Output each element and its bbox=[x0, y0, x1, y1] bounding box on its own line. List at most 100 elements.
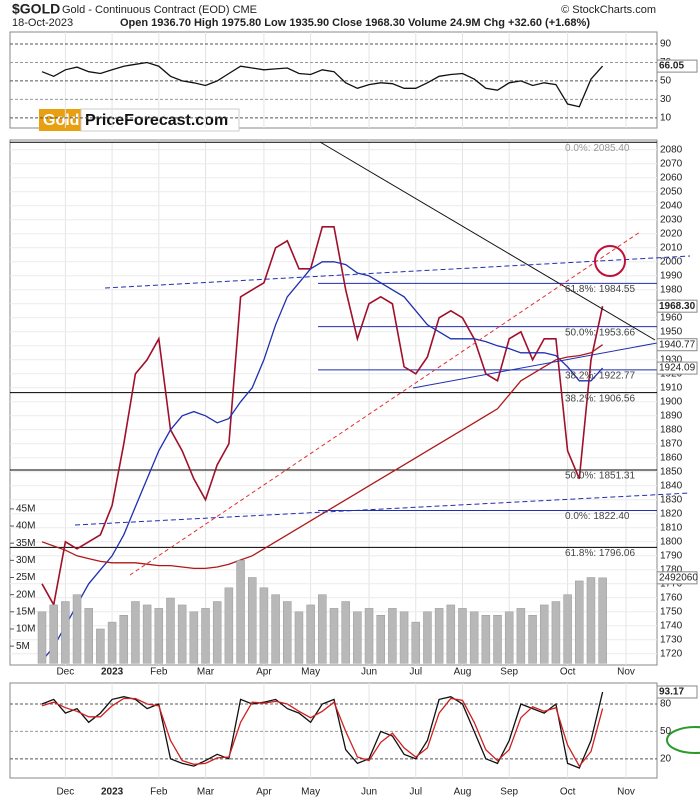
volume-bar bbox=[586, 577, 596, 664]
x-tick-label: 2023 bbox=[101, 787, 124, 798]
y-tick-label: 2010 bbox=[660, 242, 683, 253]
volume-bar bbox=[119, 614, 129, 664]
x-tick-label: Jun bbox=[361, 667, 377, 678]
end-label: 1968.30 bbox=[659, 301, 696, 312]
y-tick-label: 2070 bbox=[660, 158, 683, 169]
logo-left bbox=[39, 109, 81, 131]
logo-right bbox=[80, 108, 240, 132]
volume-bar bbox=[271, 594, 280, 664]
end-label-box bbox=[656, 361, 698, 375]
y-tick-label: 1840 bbox=[660, 480, 683, 491]
volume-bar bbox=[37, 611, 47, 664]
volume-bar bbox=[563, 594, 572, 664]
volume-bar bbox=[236, 560, 245, 664]
end-label-box bbox=[656, 59, 698, 73]
volume-bar bbox=[481, 614, 491, 664]
y-tick-label: 1850 bbox=[660, 466, 683, 477]
x-tick-label: Dec bbox=[56, 787, 74, 798]
x-tick-label: Dec bbox=[56, 667, 74, 678]
volume-bar bbox=[283, 601, 292, 664]
fib-label: 0.0%: 2085.40 bbox=[565, 143, 630, 154]
fib-label: 38.2%: 1922.77 bbox=[565, 371, 635, 382]
volume-bar bbox=[96, 628, 105, 664]
y-tick-label: 1740 bbox=[660, 620, 683, 631]
volume-bar bbox=[224, 587, 234, 664]
stochastic-panel bbox=[9, 682, 658, 779]
y-tick-label: 1980 bbox=[660, 284, 683, 295]
y2-tick-label: 25M bbox=[16, 572, 35, 583]
volume-bar bbox=[61, 601, 70, 664]
y-tick-label: 1890 bbox=[660, 410, 683, 421]
y-tick-label: 80 bbox=[660, 699, 672, 710]
volume-bar bbox=[411, 621, 421, 664]
end-label: 1924.09 bbox=[659, 363, 696, 374]
x-tick-label: Mar bbox=[197, 667, 215, 678]
y-tick-label: 50 bbox=[660, 76, 672, 87]
y2-tick-label: 15M bbox=[16, 606, 35, 617]
fib-label: 50.0%: 1953.66 bbox=[565, 327, 635, 338]
volume-bar bbox=[49, 604, 58, 664]
y2-tick-label: 35M bbox=[16, 538, 35, 549]
y-tick-label: 50 bbox=[660, 726, 672, 737]
y-tick-label: 1730 bbox=[660, 634, 683, 645]
rsi-panel bbox=[9, 31, 658, 129]
contract-name: Gold - Continuous Contract (EOD) CME bbox=[62, 4, 257, 16]
volume-bar bbox=[107, 621, 117, 664]
logo-text: PriceForecast.com bbox=[85, 112, 228, 129]
volume-bar bbox=[469, 611, 479, 664]
y-tick-label: 1990 bbox=[660, 270, 683, 281]
end-label-box bbox=[656, 685, 698, 699]
trend-line bbox=[129, 231, 641, 576]
x-tick-label: Jul bbox=[409, 667, 422, 678]
end-label: 2492060 bbox=[659, 572, 698, 583]
end-label: 1940.77 bbox=[659, 339, 696, 350]
volume-bar bbox=[516, 608, 526, 664]
series-line bbox=[41, 697, 604, 768]
y-tick-label: 1820 bbox=[660, 508, 683, 519]
y-tick-label: 1760 bbox=[660, 592, 683, 603]
x-tick-label: Aug bbox=[454, 787, 472, 798]
y-tick-label: 2020 bbox=[660, 228, 683, 239]
x-tick-label: Apr bbox=[256, 787, 272, 798]
fib-label: 61.8%: 1796.06 bbox=[565, 548, 635, 559]
volume-bar bbox=[72, 594, 82, 664]
volume-bar bbox=[399, 611, 409, 664]
volume-bar bbox=[434, 608, 444, 664]
y-tick-label: 1880 bbox=[660, 424, 683, 435]
x-tick-label: Oct bbox=[560, 667, 576, 678]
y-tick-label: 1790 bbox=[660, 550, 683, 561]
volume-bar bbox=[177, 604, 187, 664]
x-tick-label: Sep bbox=[500, 667, 518, 678]
y-tick-label: 20 bbox=[660, 753, 672, 764]
series-line bbox=[41, 226, 604, 608]
fib-label: 50.0%: 1851.31 bbox=[565, 471, 635, 482]
y2-tick-label: 5M bbox=[16, 641, 30, 652]
y-tick-label: 2060 bbox=[660, 172, 683, 183]
y-tick-label: 10 bbox=[660, 112, 672, 123]
x-tick-label: 2023 bbox=[101, 667, 124, 678]
y-tick-label: 1900 bbox=[660, 396, 683, 407]
y-tick-label: 1930 bbox=[660, 354, 683, 365]
end-label: 93.17 bbox=[659, 687, 684, 698]
volume-bar bbox=[446, 604, 456, 664]
volume-bar bbox=[201, 608, 210, 664]
volume-bar bbox=[341, 601, 350, 664]
trend-line bbox=[74, 492, 691, 526]
volume-bar bbox=[259, 587, 269, 664]
logo-text: Gold bbox=[43, 112, 79, 129]
volume-bar bbox=[388, 608, 397, 664]
x-tick-label: Jul bbox=[409, 787, 422, 798]
x-tick-label: Nov bbox=[617, 787, 635, 798]
y-tick-label: 1810 bbox=[660, 522, 683, 533]
trend-line bbox=[412, 342, 658, 389]
volume-bar bbox=[294, 611, 304, 664]
y2-tick-label: 20M bbox=[16, 589, 35, 600]
volume-bar bbox=[458, 608, 467, 664]
highlight-circle bbox=[594, 245, 626, 277]
y2-tick-label: 40M bbox=[16, 521, 35, 532]
volume-bar bbox=[212, 601, 222, 664]
y-tick-label: 1720 bbox=[660, 648, 683, 659]
fib-label: 0.0%: 1822.40 bbox=[565, 511, 630, 522]
series-line bbox=[41, 691, 604, 769]
